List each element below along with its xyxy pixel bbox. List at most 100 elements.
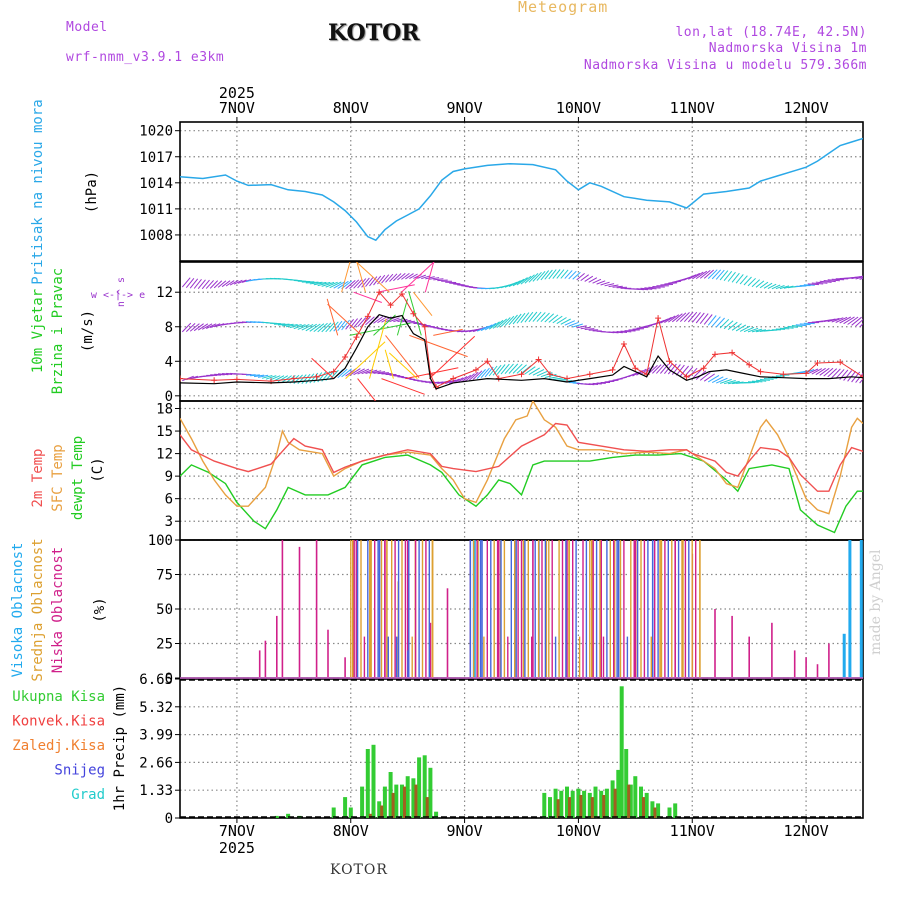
precip-bar-total — [576, 788, 581, 818]
wind-gust-marker — [410, 310, 417, 317]
wind-barb — [448, 378, 460, 384]
wind-gust-marker — [586, 371, 593, 378]
wind-barb — [261, 375, 273, 379]
wind-barb — [652, 364, 662, 374]
wind-barb — [536, 270, 546, 281]
wind-barb — [305, 373, 315, 384]
precip-bar-convective — [403, 786, 406, 818]
wind-barb — [540, 312, 550, 323]
wind-barb — [723, 380, 736, 385]
precip-bar-convective — [425, 797, 429, 818]
x-tick-label-bottom: 7NOV — [219, 822, 255, 840]
wind-barb — [401, 319, 412, 323]
x-tick-label-bottom: 11NOV — [670, 822, 715, 840]
precip-bar-total — [286, 813, 291, 818]
wind-gust-marker — [700, 365, 707, 372]
wind-barb — [193, 323, 204, 332]
wind-barb — [476, 369, 486, 379]
wind-barb — [281, 323, 294, 327]
cloud-bars — [258, 540, 863, 678]
wind-barb — [823, 367, 834, 377]
wind-gust-marker — [518, 371, 525, 378]
precip-bar-total — [582, 790, 587, 818]
precip-bar-total — [628, 784, 633, 818]
wind-barb — [516, 277, 528, 286]
x-tick-label-top: 7NOV — [219, 99, 255, 117]
wind-gust-marker — [683, 373, 690, 380]
wind-barb — [620, 330, 632, 333]
wind-barb — [755, 329, 767, 333]
wind-barb — [425, 276, 435, 280]
wind-barb — [715, 317, 725, 328]
wind-barb — [536, 370, 549, 377]
wind-barb — [648, 365, 658, 375]
wind-barb — [636, 326, 649, 329]
wind-barb-storm — [311, 357, 335, 379]
wind-barb — [544, 269, 553, 280]
wind-barb-storm — [408, 291, 422, 336]
wind-barb-storm — [369, 318, 387, 379]
wind-barb — [703, 314, 713, 325]
wind-barb — [692, 271, 704, 280]
precip-bar-total — [343, 797, 348, 818]
wind-barb — [377, 316, 388, 324]
y-tick-label: 1008 — [139, 228, 173, 244]
wind-barb — [508, 363, 519, 374]
wind-barb — [373, 371, 386, 374]
wind-barb — [528, 273, 539, 283]
wind-barb — [205, 323, 217, 329]
wind-barb — [608, 331, 619, 334]
wind-barb — [460, 374, 472, 383]
wind-barb — [532, 368, 545, 376]
cloud-high-label: Visoka Oblacnost — [10, 543, 26, 678]
wind-barb — [596, 280, 606, 285]
wind-barb — [309, 281, 323, 285]
wind-barb — [397, 318, 408, 323]
panel-frame-temperature — [179, 400, 864, 541]
wind-gust-marker — [620, 341, 627, 348]
pressure-line — [180, 137, 863, 242]
wind-gust-marker — [313, 373, 320, 380]
wind-barb-storm — [355, 262, 390, 293]
wind-barb — [775, 285, 785, 290]
wind-barb-storm — [388, 352, 418, 379]
precip-bar-convective — [368, 813, 372, 818]
wind-barb — [560, 318, 571, 325]
wind-barb — [548, 314, 559, 323]
wind-barb — [453, 283, 465, 286]
precip-bar-convective — [556, 799, 560, 818]
wind-barb — [221, 280, 231, 288]
wind-barb — [520, 312, 530, 324]
wind-barb — [688, 272, 701, 280]
precip-bar-total — [331, 807, 336, 818]
wind-barb — [468, 371, 479, 381]
wind-barb — [548, 269, 557, 280]
wind-barb — [675, 364, 685, 376]
wind-barb — [811, 368, 823, 375]
precip-bar-total — [639, 786, 643, 818]
wind-gust-marker — [564, 375, 571, 382]
wind-barb — [504, 363, 514, 375]
wind-barb — [608, 284, 619, 288]
y-tick-label: 9 — [165, 469, 173, 485]
wind-gust-marker — [330, 368, 337, 375]
cloud-mid-label: Srednja Oblacnost — [30, 538, 46, 681]
wind-barb — [353, 317, 363, 328]
wind-barb — [592, 382, 602, 385]
wind-barb — [763, 282, 773, 289]
wind-barb — [584, 328, 595, 330]
wind-barb — [843, 316, 855, 325]
wind-gust-marker — [746, 361, 753, 368]
wind-barb — [711, 316, 721, 327]
precip-bar-total — [274, 815, 279, 818]
y-tick-label: 50 — [156, 602, 173, 618]
wind-gust-marker — [342, 353, 349, 360]
wind-barb — [755, 379, 767, 382]
wind-barb — [381, 373, 393, 375]
wind-barb — [564, 320, 576, 326]
wind-barb — [349, 279, 360, 289]
wind-barb — [253, 374, 265, 378]
wind-barb — [182, 375, 194, 382]
wind-barb — [679, 365, 689, 377]
wind-barb — [556, 378, 569, 381]
